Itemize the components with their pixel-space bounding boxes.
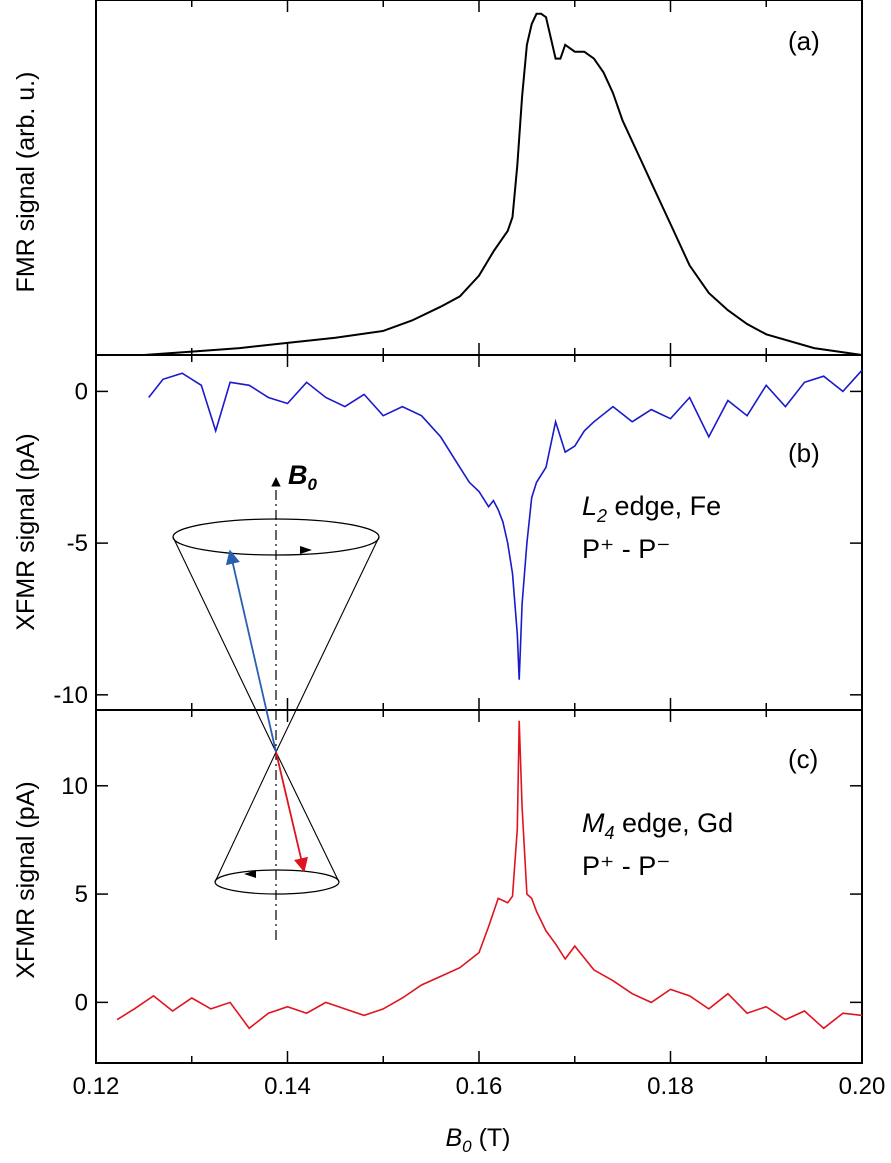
y-tick-label: 5 [75,881,88,908]
annotation-fe-edge: L2 edge, Fe [582,491,721,526]
fmr-series-line [143,12,863,356]
x-tick-label: 0.18 [647,1073,694,1100]
cone-bottom-left-edge [214,751,277,883]
panel-label-c: (c) [788,744,818,774]
cone-top-left-edge [172,536,277,753]
cone-bottom-ellipse [214,869,340,895]
annotation-gd-polarization: P⁺ - P⁻ [582,851,671,881]
y-tick-label: 0 [75,989,88,1016]
x-axis-title: B0 (T) [445,1124,510,1156]
precession-cone-inset: B0 [172,460,380,940]
fe-moment-arrow [225,549,277,753]
y-tick-label: -5 [67,530,88,557]
x-tick-label: 0.16 [456,1073,503,1100]
panel-a-frame [95,0,863,356]
precession-direction-top-icon [300,546,312,554]
y-tick-label: 10 [61,773,88,800]
gd-moment-arrow [275,751,309,873]
y-axis-title-a: FMR signal (arb. u.) [12,72,40,293]
x-tick-label: 0.20 [839,1073,886,1100]
x-tick-label: 0.12 [73,1073,120,1100]
y-tick-label: -10 [53,682,88,709]
panel-c-frame [95,709,863,1064]
annotation-fe-polarization: P⁺ - P⁻ [582,534,671,564]
precession-direction-bottom-icon [244,870,256,878]
y-axis-title-b: XFMR signal (pA) [12,433,40,630]
panel-label-a: (a) [788,26,820,56]
cone-top-right-edge [275,536,380,753]
y-tick-label: 0 [75,378,88,405]
cone-bottom-right-edge [275,751,340,883]
gd-xfmr-series-line [116,720,863,1030]
x-tick-label: 0.14 [264,1073,311,1100]
annotation-gd-edge: M4 edge, Gd [582,808,733,843]
panel-b-frame [95,354,863,711]
field-label: B0 [288,460,318,494]
panel-label-b: (b) [788,438,820,468]
y-axis-title-c: XFMR signal (pA) [12,781,40,978]
fe-xfmr-series-line [148,369,863,680]
